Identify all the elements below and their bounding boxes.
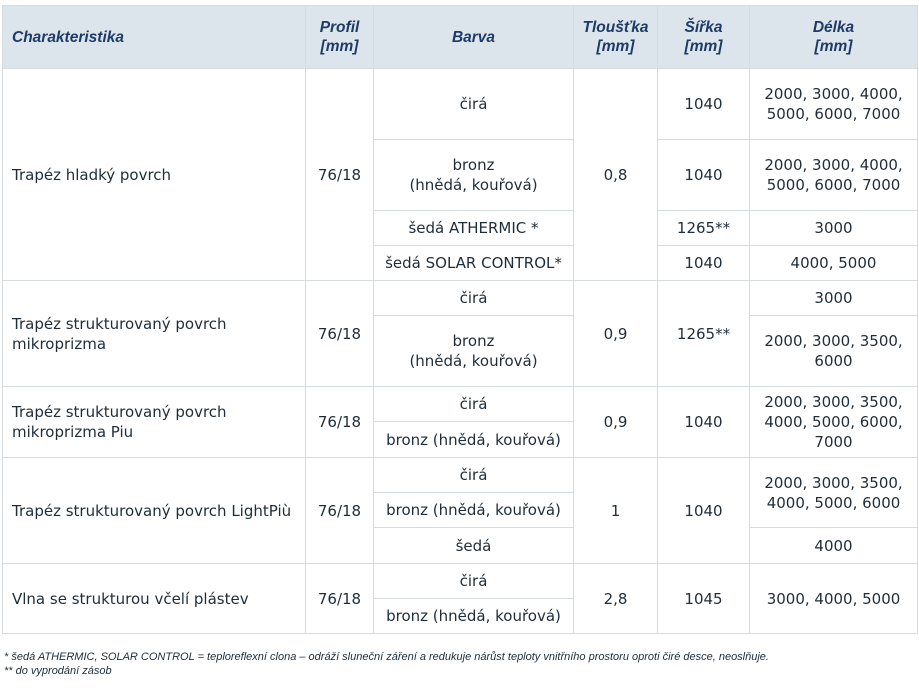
header-profil: Profil [mm]	[305, 5, 374, 69]
barva-cell: čirá	[373, 68, 574, 140]
delka-cell: 3000	[749, 210, 918, 246]
tloustka-cell: 0,9	[573, 280, 658, 387]
sirka-cell: 1040	[657, 386, 750, 458]
characteristic-cell: Trapéz strukturovaný povrch mikroprizma P…	[2, 386, 306, 458]
delka-cell: 2000, 3000, 3500, 4000, 5000, 6000	[749, 457, 918, 528]
table-row: Trapéz hladký povrch 76/18 čirá 0,8 1040…	[2, 68, 918, 281]
product-spec-table: Charakteristika Profil [mm] Barva Tloušťk…	[2, 5, 918, 634]
table-row: Trapéz strukturovaný povrch LightPiù 76/…	[2, 457, 918, 564]
footnotes: * šedá ATHERMIC, SOLAR CONTROL = teplore…	[4, 650, 914, 678]
tloustka-cell: 0,8	[573, 68, 658, 281]
table-row: šedá 4000	[3, 527, 918, 564]
tloustka-cell: 0,9	[573, 386, 658, 458]
characteristic-cell: Trapéz strukturovaný povrch mikroprizma	[2, 280, 306, 387]
barva-cell: šedá ATHERMIC *	[373, 210, 574, 246]
header-delka-text: Délka [mm]	[812, 19, 855, 55]
delka-cell: 2000, 3000, 4000, 5000, 6000, 7000	[749, 139, 918, 211]
characteristic-cell: Trapéz hladký povrch	[2, 68, 306, 281]
header-sirka: Šířka [mm]	[657, 5, 750, 69]
delka-cell: 3000, 4000, 5000	[749, 563, 918, 634]
barva-cell: bronz (hnědá, kouřová)	[373, 315, 574, 387]
sirka-cell: 1040	[657, 245, 750, 281]
profil-cell: 76/18	[305, 563, 374, 634]
profil-cell: 76/18	[305, 68, 374, 281]
sirka-cell: 1265**	[657, 210, 750, 246]
table-row: Trapéz strukturovaný povrch mikroprizma 7…	[2, 280, 918, 387]
table-row: šedá ATHERMIC * 1265** 3000	[3, 210, 918, 246]
barva-cell: šedá	[373, 527, 574, 564]
header-row: Charakteristika Profil [mm] Barva Tloušťk…	[2, 5, 918, 69]
sirka-cell: 1040	[657, 68, 750, 140]
barva-cell: bronz (hnědá, kouřová)	[373, 421, 574, 458]
delka-cell: 4000	[749, 527, 918, 564]
profil-cell: 76/18	[305, 386, 374, 458]
barva-cell: bronz (hnědá, kouřová)	[373, 139, 574, 211]
barva-cell: čirá	[373, 563, 574, 599]
sirka-cell: 1040	[657, 457, 750, 564]
barva-cell: šedá SOLAR CONTROL*	[373, 245, 574, 281]
header-barva: Barva	[373, 5, 574, 69]
tloustka-cell: 1	[573, 457, 658, 564]
footnote-athermic: * šedá ATHERMIC, SOLAR CONTROL = teplore…	[4, 651, 769, 663]
table-row: Trapéz strukturovaný povrch mikroprizma P…	[2, 386, 918, 458]
barva-cell: bronz (hnědá, kouřová)	[373, 492, 574, 528]
table-row: bronz (hnědá, kouřová)	[3, 421, 918, 458]
header-charakteristika: Charakteristika	[2, 5, 306, 69]
sirka-cell: 1045	[657, 563, 750, 634]
footnote-stock: ** do vyprodání zásob	[4, 665, 112, 677]
table-row: bronz (hnědá, kouřová)	[3, 492, 918, 528]
table-row: bronz (hnědá, kouřová) 1040 2000, 3000, 4…	[3, 139, 918, 211]
table-row: Vlna se strukturou včelí plástev 76/18 č…	[2, 563, 918, 634]
delka-cell: 2000, 3000, 4000, 5000, 6000, 7000	[749, 68, 918, 140]
barva-cell: čirá	[373, 457, 574, 493]
barva-cell: čirá	[373, 280, 574, 316]
table-row: bronz (hnědá, kouřová) 2000, 3000, 3500, 6…	[3, 315, 918, 387]
table-row: bronz (hnědá, kouřová)	[3, 598, 918, 634]
sirka-cell: 1040	[657, 139, 750, 211]
profil-cell: 76/18	[305, 457, 374, 564]
delka-cell: 3000	[749, 280, 918, 316]
delka-cell: 4000, 5000	[749, 245, 918, 281]
profil-cell: 76/18	[305, 280, 374, 387]
delka-cell: 2000, 3000, 3500, 6000	[749, 315, 918, 387]
header-profil-text: Profil [mm]	[319, 19, 360, 55]
barva-cell: bronz (hnědá, kouřová)	[373, 598, 574, 634]
header-delka: Délka [mm]	[749, 5, 918, 69]
characteristic-cell: Trapéz strukturovaný povrch LightPiù	[2, 457, 306, 564]
delka-cell: 2000, 3000, 3500, 4000, 5000, 6000, 7000	[749, 386, 918, 458]
tloustka-cell: 2,8	[573, 563, 658, 634]
sirka-cell: 1265**	[657, 280, 750, 387]
barva-cell: čirá	[373, 386, 574, 422]
header-tloustka: Tloušťka [mm]	[573, 5, 658, 69]
characteristic-cell: Vlna se strukturou včelí plástev	[2, 563, 306, 634]
table-row: šedá SOLAR CONTROL* 1040 4000, 5000	[3, 245, 918, 281]
header-sirka-text: Šířka [mm]	[684, 19, 723, 55]
header-tloustka-text: Tloušťka [mm]	[582, 19, 649, 55]
